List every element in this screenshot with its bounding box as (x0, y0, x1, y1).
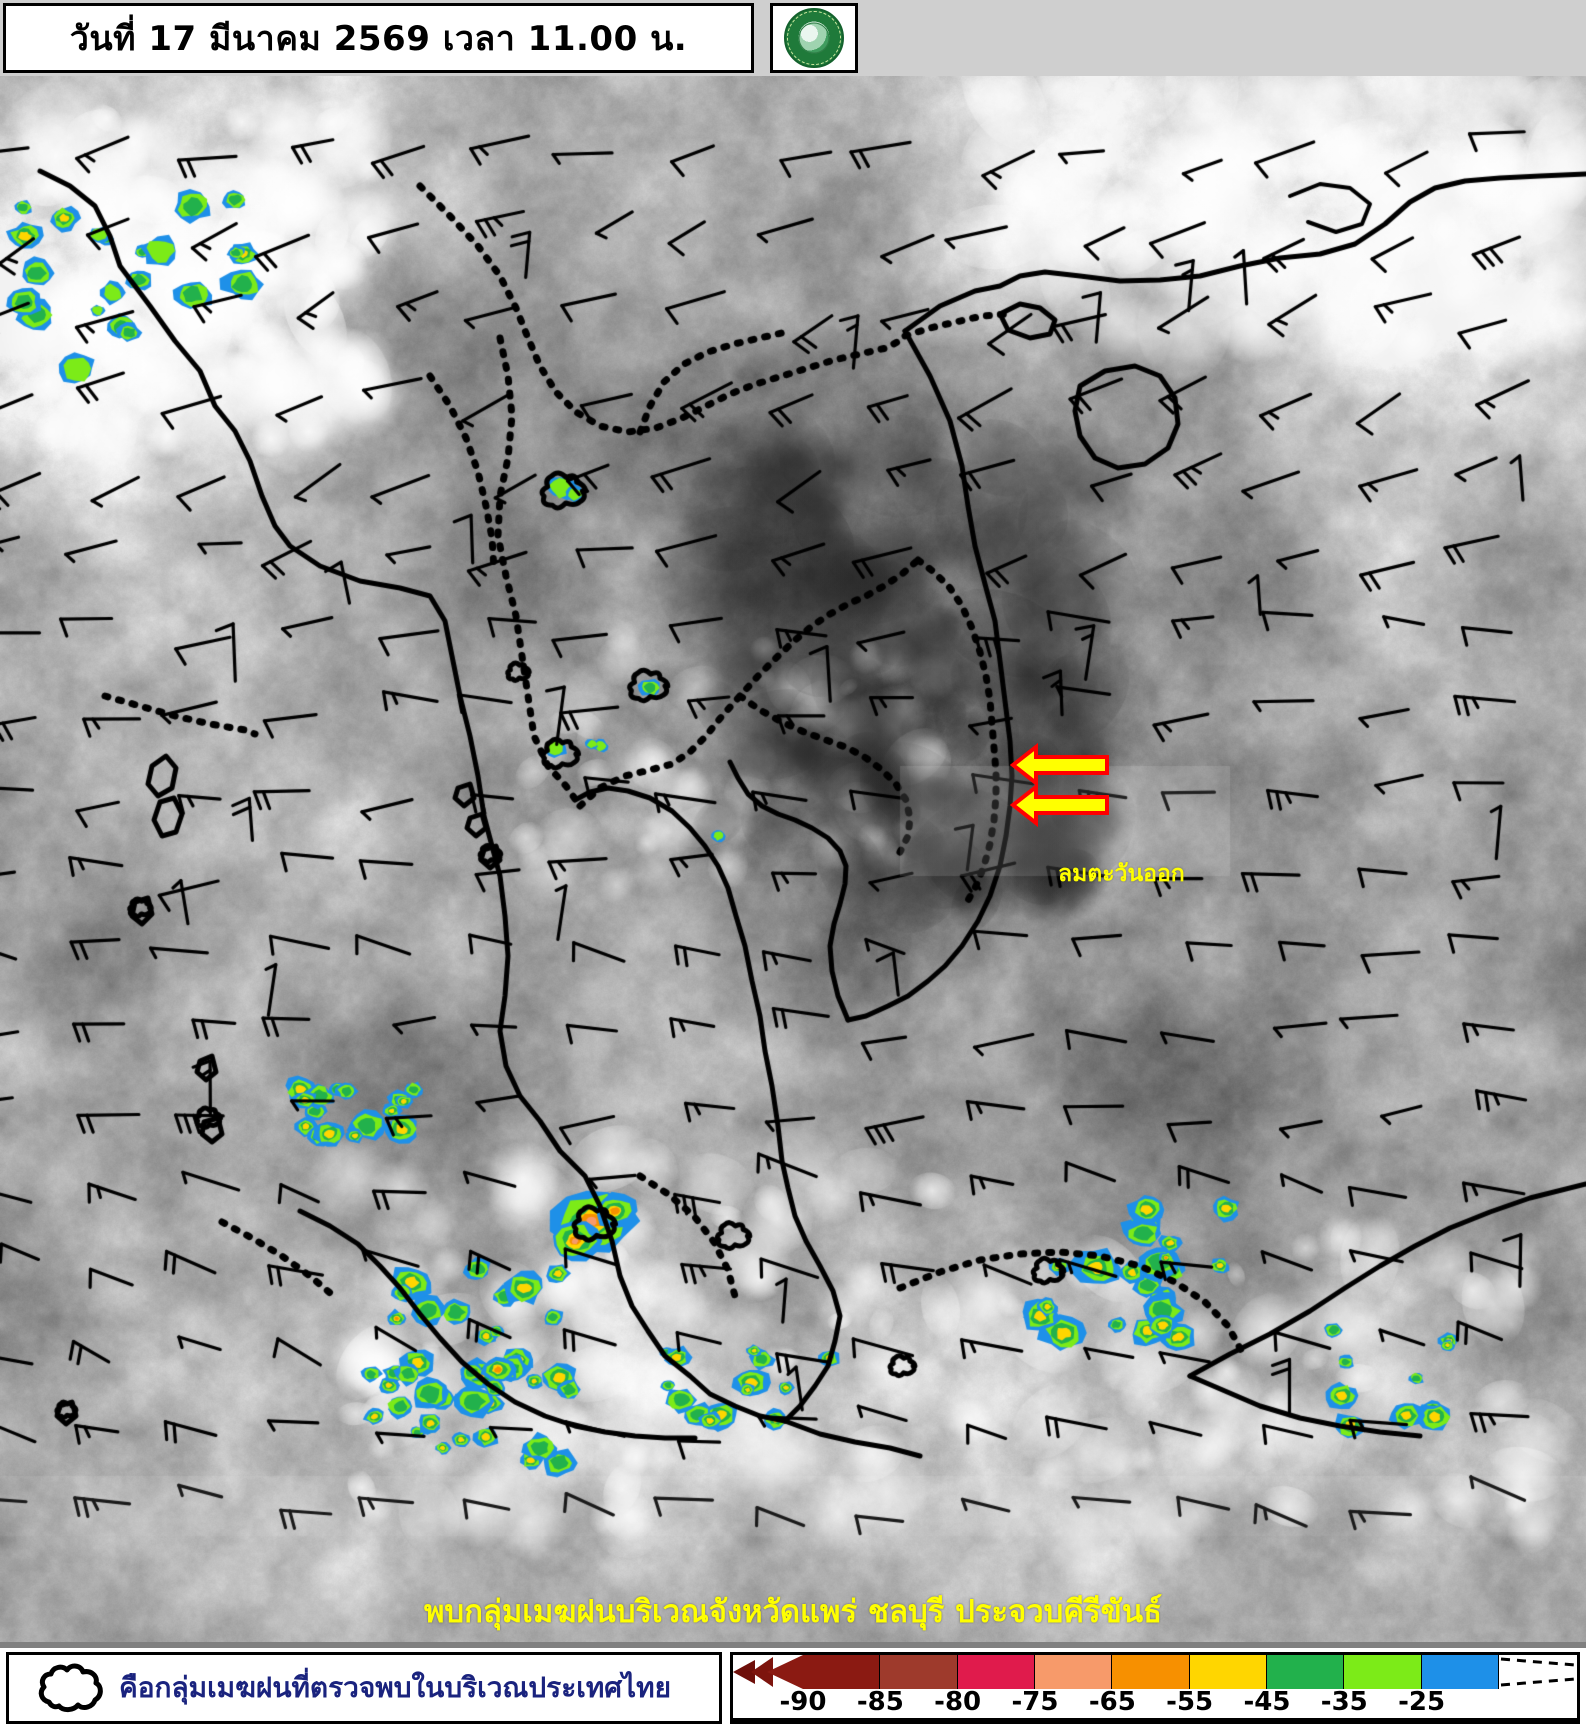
colorbar-cell-1 (880, 1655, 958, 1689)
page-title: วันที่ 17 มีนาคม 2569 เวลา 11.00 น. (69, 19, 688, 59)
header-spacer (754, 0, 770, 76)
thai-meteorological-department-emblem-icon (784, 8, 844, 68)
cloud-marker-legend: คือกลุ่มเมฆฝนที่ตรวจพบในบริเวณประเทศไทย (6, 1652, 722, 1724)
colorbar-cell-8 (1421, 1655, 1499, 1689)
footer-legend-bar: คือกลุ่มเมฆฝนที่ตรวจพบในบริเวณประเทศไทย (0, 1648, 1586, 1730)
tick-label-6: -45 (1243, 1687, 1291, 1717)
date-time-title-box: วันที่ 17 มีนาคม 2569 เวลา 11.00 น. (3, 3, 754, 73)
colorbar-cell-2 (957, 1655, 1035, 1689)
tick-label-8: -25 (1398, 1687, 1446, 1717)
tick-label-2: -80 (934, 1687, 982, 1717)
colorbar-tick-1: -85 (857, 1687, 957, 1723)
rain-cloud-outline-icon (38, 1663, 103, 1713)
satellite-imagery-canvas (0, 76, 1586, 1642)
colorbar-right-dashed-tail (1498, 1655, 1577, 1689)
header-bar: วันที่ 17 มีนาคม 2569 เวลา 11.00 น. (0, 0, 1586, 76)
colorbar-tick-6: -45 (1243, 1687, 1344, 1723)
tick-label-3: -75 (1011, 1687, 1059, 1717)
colorbar-strip (733, 1655, 1577, 1689)
colorbar-left-cap (733, 1655, 803, 1689)
colorbar-tick-5: -55 (1166, 1687, 1267, 1723)
colorbar-cell-7 (1344, 1655, 1422, 1689)
tick-label-5: -55 (1166, 1687, 1214, 1717)
colorbar-tick-4: -65 (1089, 1687, 1189, 1723)
rain-cloud-caption: พบกลุ่มเมฆฝนบริเวณจังหวัดแพร่ ชลบุรี ประ… (423, 1594, 1162, 1630)
east-wind-label: ลมตะวันออก (1058, 861, 1185, 887)
colorbar-cell-6 (1266, 1655, 1345, 1689)
tick-label-1: -85 (856, 1687, 904, 1717)
agency-logo-box (770, 3, 858, 73)
colorbar-tick-0: -90 (780, 1687, 880, 1723)
colorbar-tick-labels: -90 -85 -80 -75 -65 -55 -45 -35 -25 (733, 1687, 1577, 1723)
colorbar-tick-8: -25 (1398, 1687, 1499, 1723)
colorbar-cell-3 (1034, 1655, 1113, 1689)
colorbar-cell-5 (1189, 1655, 1267, 1689)
tick-label-0: -90 (779, 1687, 827, 1717)
colorbar-cell-4 (1112, 1655, 1190, 1689)
colorbar-baseline (733, 1718, 1577, 1721)
tick-label-4: -65 (1088, 1687, 1136, 1717)
tick-label-7: -35 (1320, 1687, 1368, 1717)
temperature-colorbar: -90 -85 -80 -75 -65 -55 -45 -35 -25 (730, 1652, 1580, 1724)
cloud-marker-legend-label: คือกลุ่มเมฆฝนที่ตรวจพบในบริเวณประเทศไทย (119, 1671, 672, 1704)
colorbar-tick-3: -75 (1011, 1687, 1112, 1723)
satellite-map-area: ลมตะวันออก พบกลุ่มเมฆฝนบริเวณจังหวัดแพร่… (0, 76, 1586, 1642)
colorbar-tick-7: -35 (1321, 1687, 1421, 1723)
colorbar-tick-2: -80 (934, 1687, 1035, 1723)
colorbar-cell-0 (803, 1655, 881, 1689)
